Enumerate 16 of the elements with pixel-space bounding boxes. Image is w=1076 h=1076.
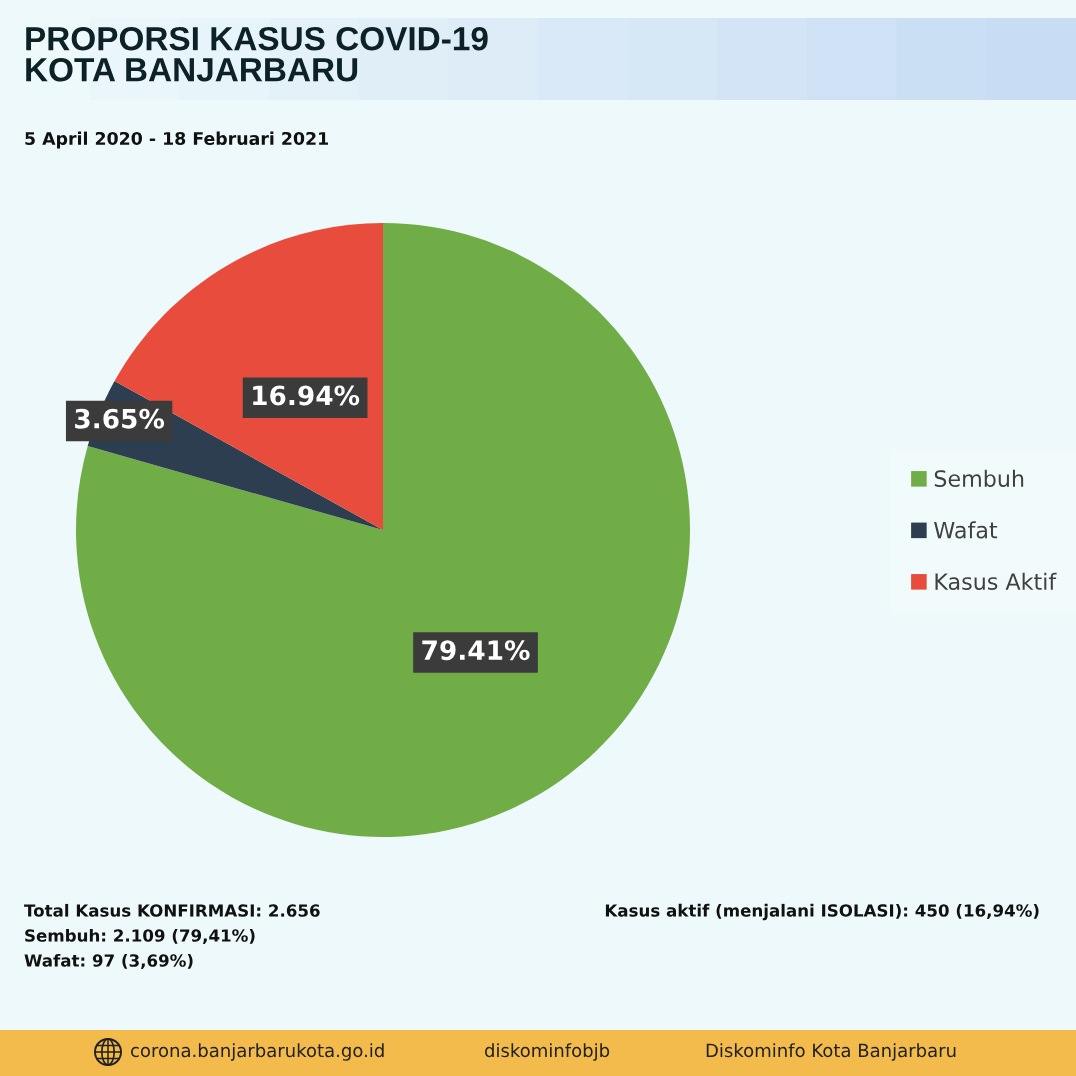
text: diskominfobjb: [485, 1043, 610, 1061]
pie-slice: [76, 223, 690, 837]
text: Wafat: 97 (3,69%): [24, 953, 193, 969]
data-label: 79.41%: [422, 640, 530, 661]
text: corona.banjarbarukota.go.id: [131, 1043, 384, 1061]
legend-label: Wafat: [934, 521, 998, 539]
text: Sembuh: 2.109 (79,41%): [25, 928, 255, 944]
data-label: 3.65%: [75, 408, 165, 429]
legend-label: Kasus Aktif: [935, 572, 1057, 590]
text: Total Kasus KONFIRMASI: 2.656: [24, 903, 320, 917]
chart-title: PROPORSI KASUS COVID-19 KOTA BANJARBARU: [26, 26, 488, 82]
chart-subtitle: 5 April 2020 - 18 Februari 2021: [25, 131, 328, 149]
text: Kasus aktif (menjalani ISOLASI): 450 (16,94%): [605, 903, 1039, 921]
legend-label: Sembuh: [934, 469, 1024, 487]
text: Diskominfo Kota Banjarbaru: [706, 1043, 956, 1061]
data-label: 16.94%: [253, 385, 360, 406]
